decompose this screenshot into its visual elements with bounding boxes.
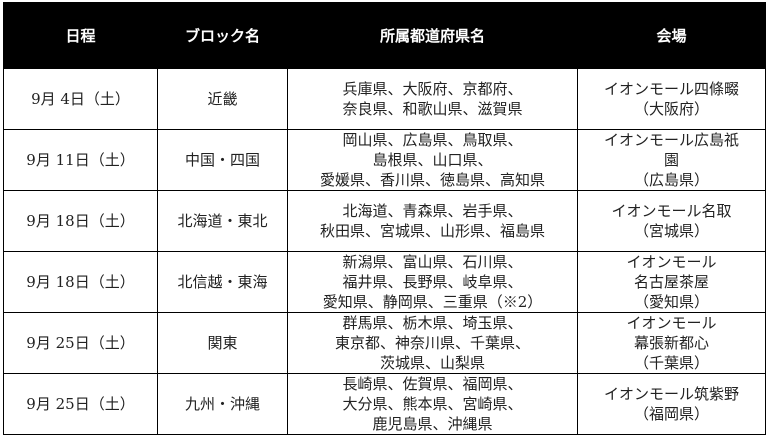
table-row: 9月 25日（土） 九州・沖縄 長崎県、佐賀県、福岡県、 大分県、熊本県、宮崎県、 … xyxy=(3,373,766,435)
block-cell: 北海道・東北 xyxy=(157,190,288,252)
block-cell: 中国・四国 xyxy=(157,129,288,191)
block-cell: 関東 xyxy=(157,312,288,374)
date-cell: 9月 4日（土） xyxy=(3,68,158,130)
venue-cell: イオンモール筑紫野 （福岡県） xyxy=(577,373,766,435)
prefectures-cell: 兵庫県、大阪府、京都府、 奈良県、和歌山県、滋賀県 xyxy=(287,68,578,130)
block-cell: 近畿 xyxy=(157,68,288,130)
date-cell: 9月 11日（土） xyxy=(3,129,158,191)
venue-cell: イオンモール四條畷 （大阪府） xyxy=(577,68,766,130)
header-venue: 会場 xyxy=(577,2,766,69)
table-row: 9月 4日（土） 近畿 兵庫県、大阪府、京都府、 奈良県、和歌山県、滋賀県 イオンモー… xyxy=(3,68,766,130)
table-row: 9月 18日（土） 北信越・東海 新潟県、富山県、石川県、 福井県、長野県、岐阜県、… xyxy=(3,251,766,313)
header-block: ブロック名 xyxy=(157,2,288,69)
venue-cell: イオンモール名取 （宮城県） xyxy=(577,190,766,252)
venue-cell: イオンモール 幕張新都心 （千葉県） xyxy=(577,312,766,374)
header-prefectures: 所属都道府県名 xyxy=(287,2,578,69)
prefectures-cell: 岡山県、広島県、鳥取県、 島根県、山口県、 愛媛県、香川県、徳島県、高知県 xyxy=(287,129,578,191)
block-cell: 北信越・東海 xyxy=(157,251,288,313)
table-row: 9月 25日（土） 関東 群馬県、栃木県、埼玉県、 東京都、神奈川県、千葉県、 茨城… xyxy=(3,312,766,374)
schedule-table: 日程 ブロック名 所属都道府県名 会場 9月 4日（土） 近畿 兵庫県、大阪府、京都… xyxy=(3,2,766,435)
venue-cell: イオンモール 名古屋茶屋 （愛知県） xyxy=(577,251,766,313)
date-cell: 9月 25日（土） xyxy=(3,312,158,374)
block-cell: 九州・沖縄 xyxy=(157,373,288,435)
venue-cell: イオンモール広島祇 園 （広島県） xyxy=(577,129,766,191)
header-row: 日程 ブロック名 所属都道府県名 会場 xyxy=(3,2,766,69)
prefectures-cell: 北海道、青森県、岩手県、 秋田県、宮城県、山形県、福島県 xyxy=(287,190,578,252)
prefectures-cell: 長崎県、佐賀県、福岡県、 大分県、熊本県、宮崎県、 鹿児島県、沖縄県 xyxy=(287,373,578,435)
prefectures-cell: 群馬県、栃木県、埼玉県、 東京都、神奈川県、千葉県、 茨城県、山梨県 xyxy=(287,312,578,374)
date-cell: 9月 18日（土） xyxy=(3,251,158,313)
table-row: 9月 18日（土） 北海道・東北 北海道、青森県、岩手県、 秋田県、宮城県、山形県、… xyxy=(3,190,766,252)
prefectures-cell: 新潟県、富山県、石川県、 福井県、長野県、岐阜県、 愛知県、静岡県、三重県（※2… xyxy=(287,251,578,313)
header-date: 日程 xyxy=(3,2,158,69)
date-cell: 9月 25日（土） xyxy=(3,373,158,435)
table-row: 9月 11日（土） 中国・四国 岡山県、広島県、鳥取県、 島根県、山口県、 愛媛県、… xyxy=(3,129,766,191)
date-cell: 9月 18日（土） xyxy=(3,190,158,252)
